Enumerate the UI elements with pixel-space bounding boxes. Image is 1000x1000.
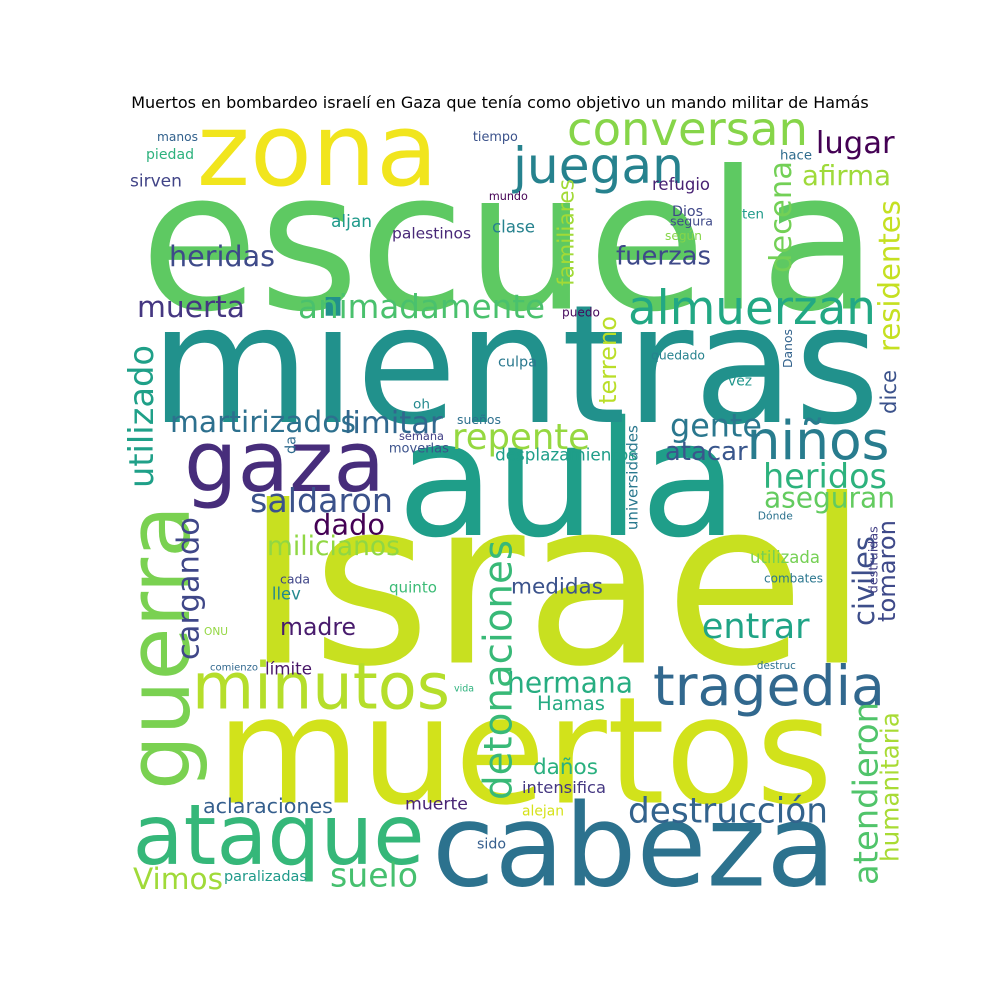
word-96: sido [477,837,506,853]
word-62: clase [492,218,535,237]
word-30: afirma [802,159,891,192]
word-56: universidades [624,425,642,530]
word-93: vida [454,684,474,695]
word-73: quedado [651,349,705,363]
word-20: saldaron [250,481,393,520]
word-27: muerta [137,289,245,324]
word-23: entrar [702,607,810,647]
word-95: alejan [522,804,564,820]
word-55: familiares [555,179,580,286]
word-14: conversan [567,102,808,156]
word-46: Hamas [537,692,605,715]
word-90: comienzo [210,663,258,674]
word-15: almuerzan [628,282,876,336]
word-47: Vimos [133,862,223,896]
word-10: ataque [133,787,425,884]
word-39: aseguran [764,482,895,515]
word-53: tomaron [873,520,901,622]
word-69: hace [780,149,812,164]
word-35: martirizados [170,405,356,440]
word-32: fuerzas [616,242,711,272]
word-91: límite [265,659,312,679]
word-82: Dónde [758,510,793,523]
word-42: cargando [172,517,207,660]
word-87: llev [272,585,301,604]
word-59: sirven [130,172,182,192]
word-67: segura [670,214,713,229]
word-44: madre [280,613,356,641]
word-43: medidas [511,575,603,600]
word-5: muertos [216,665,833,838]
word-78: semana [399,429,444,443]
word-29: lugar [816,126,895,161]
word-57: manos [157,130,198,144]
word-54: terreno [594,316,622,404]
chart-title: Muertos en bombardeo israelí en Gaza que… [131,93,869,112]
word-66: Dios [672,204,703,220]
word-1: Israel [244,451,868,717]
word-88: quinto [389,579,437,597]
word-51: dice [876,370,901,414]
word-21: destrucción [628,792,828,832]
word-33: residentes [873,200,907,352]
word-24: detonaciones [477,540,522,800]
word-17: niños [747,409,890,472]
word-26: humanitaria [876,712,905,862]
word-72: culpa [498,355,537,371]
word-28: heridas [169,239,275,273]
word-49: aclaraciones [203,794,333,818]
word-61: palestinos [392,225,471,243]
word-89: ONU [204,626,228,638]
word-80: moverlas [389,442,449,457]
word-25: atendieron [847,702,886,885]
word-68: según [665,229,702,243]
word-3: aula [397,387,738,573]
word-9: guerra [110,505,210,790]
word-97: paralizadas [224,869,307,885]
word-34: utilizado [122,345,161,488]
word-71: puedo [562,306,600,320]
word-37: gente [670,407,762,445]
word-38: atacar [665,437,748,467]
word-50: muerte [405,795,468,815]
word-81: desplazamientos [495,445,637,465]
word-94: intensifica [522,778,606,797]
word-11: minutos [192,651,450,725]
word-7: zona [197,91,438,209]
word-70: ten [742,208,764,223]
word-74: Danos [781,329,795,368]
word-64: mundo [489,190,528,203]
word-77: sueños [457,412,501,427]
word-4: mientras [150,269,880,461]
word-92: destruc [757,660,796,672]
word-40: dado [313,508,385,542]
word-31: decena [764,161,799,273]
word-13: juegan [512,136,684,195]
word-83: utilizada [750,548,820,567]
word-76: oh [413,397,430,413]
word-85: combates [764,572,823,586]
word-84: destruidas [867,526,882,593]
word-16: animadamente [298,288,545,326]
word-86: cada [280,572,310,587]
word-6: cabeza [432,780,836,913]
word-36: limitar [344,406,443,441]
word-41: milicianos [267,531,400,562]
word-79: da [284,436,300,454]
word-12: tragedia [653,655,885,719]
word-48: suelo [330,856,418,895]
word-63: tiempo [473,130,518,145]
word-52: civiles [847,536,881,626]
word-19: heridos [763,457,887,496]
word-8: gaza [184,413,385,511]
word-65: refugio [652,175,710,194]
word-22: hermana [507,667,633,700]
word-2: escuela [140,131,878,355]
word-45: daños [533,755,598,780]
word-18: repente [452,417,590,458]
word-60: aljan [331,212,372,232]
word-58: piedad [146,147,194,163]
word-75: vez [728,374,752,390]
